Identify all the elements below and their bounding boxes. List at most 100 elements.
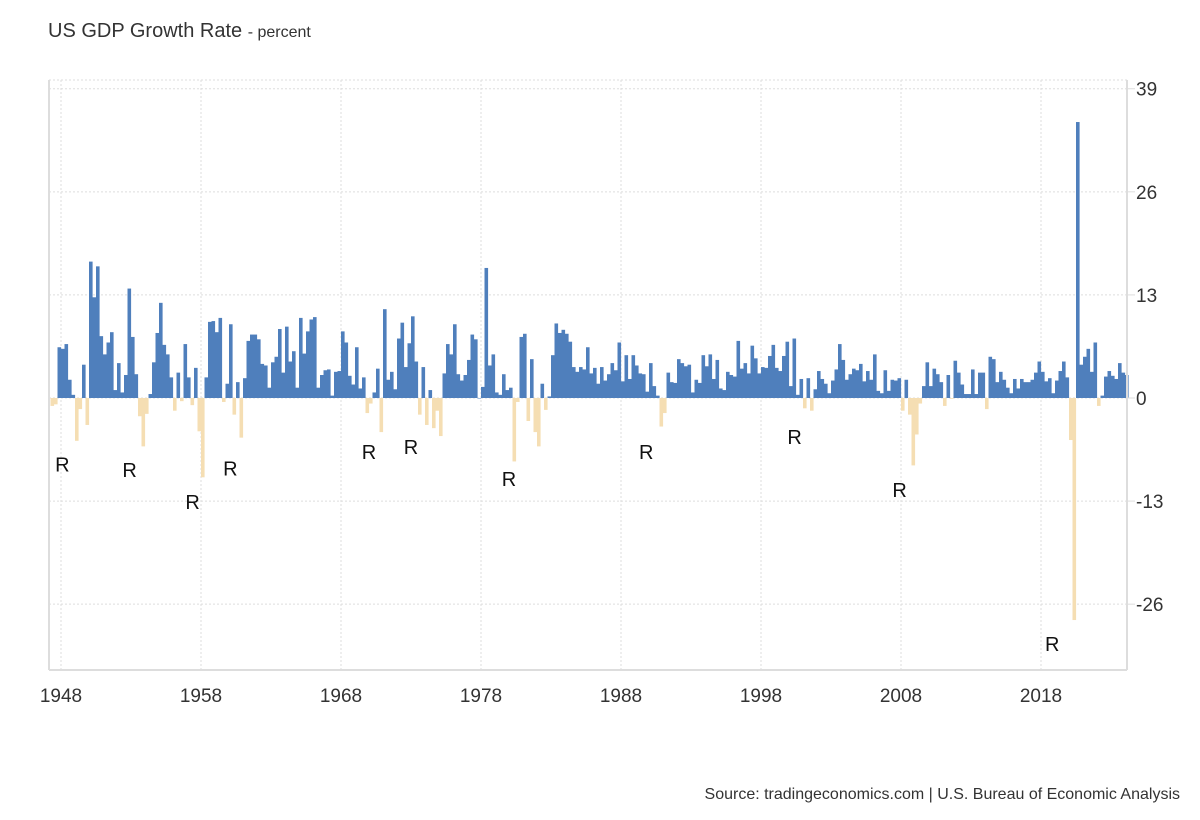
bar-negative — [918, 398, 923, 404]
bar-positive — [715, 359, 720, 398]
bar-positive — [789, 386, 793, 398]
bar-positive — [974, 394, 979, 398]
bar-positive — [589, 373, 594, 398]
bar-positive — [670, 382, 674, 398]
bar-positive — [929, 386, 933, 398]
bar-positive — [313, 317, 317, 398]
bar-negative — [425, 398, 429, 425]
bar-positive — [806, 378, 811, 398]
bar-positive — [897, 378, 902, 398]
bar-negative — [950, 398, 954, 399]
bar-positive — [981, 372, 986, 398]
recession-label: R — [787, 427, 801, 449]
bar-positive — [169, 377, 174, 398]
bar-positive — [768, 355, 772, 398]
bar-positive — [1034, 372, 1038, 398]
bar-positive — [827, 393, 832, 398]
bar-positive — [880, 393, 884, 398]
bar-positive — [400, 322, 405, 398]
bar-negative — [201, 398, 205, 478]
bar-positive — [446, 344, 450, 398]
recession-label: R — [55, 455, 69, 477]
bar-positive — [428, 390, 433, 398]
bar-positive — [1118, 363, 1122, 398]
bar-positive — [204, 377, 209, 398]
bar-negative — [197, 398, 202, 432]
bar-positive — [740, 368, 744, 398]
bar-positive — [656, 395, 660, 398]
bar-positive — [834, 369, 839, 398]
bar-positive — [568, 341, 573, 398]
bar-negative — [379, 398, 384, 433]
bar-positive — [722, 390, 727, 398]
bar-positive — [530, 359, 534, 398]
bar-positive — [106, 342, 111, 398]
bar-positive — [862, 381, 867, 398]
bar-positive — [1037, 361, 1042, 398]
bar-negative — [810, 398, 814, 411]
bar-positive — [607, 374, 611, 398]
recession-label: R — [185, 492, 199, 514]
bar-positive — [747, 373, 751, 398]
bar-negative — [901, 398, 905, 411]
bar-positive — [194, 367, 198, 398]
x-tick-label: 1968 — [320, 686, 362, 707]
bar-positive — [505, 390, 510, 398]
bar-positive — [215, 332, 219, 398]
bar-positive — [701, 355, 706, 398]
bar-positive — [925, 362, 930, 398]
bar-positive — [572, 367, 576, 398]
bar-positive — [124, 375, 128, 398]
bar-positive — [1055, 380, 1059, 398]
bar-negative — [75, 398, 79, 441]
bar-positive — [621, 381, 625, 398]
bar-positive — [362, 377, 366, 398]
bar-positive — [946, 375, 951, 398]
bar-negative — [145, 398, 149, 414]
bar-positive — [453, 324, 457, 398]
bar-positive — [645, 391, 650, 398]
bar-positive — [1065, 377, 1070, 398]
bar-positive — [848, 374, 853, 398]
bar-positive — [761, 367, 765, 398]
bar-positive — [894, 380, 898, 398]
bar-positive — [1051, 393, 1056, 398]
bar-positive — [995, 382, 1000, 398]
x-tick-label: 1988 — [600, 686, 642, 707]
bars — [50, 122, 1129, 621]
bar-positive — [565, 333, 569, 398]
bar-positive — [484, 267, 489, 398]
bar-positive — [1114, 378, 1119, 398]
bar-positive — [421, 367, 426, 398]
bar-positive — [1104, 376, 1108, 398]
bar-positive — [309, 319, 314, 398]
bar-positive — [281, 372, 286, 398]
bar-positive — [820, 378, 825, 398]
bar-positive — [386, 379, 391, 398]
bar-positive — [285, 326, 289, 398]
bar-positive — [603, 380, 608, 398]
bar-positive — [260, 363, 265, 398]
bar-positive — [211, 321, 216, 398]
bar-positive — [390, 371, 394, 398]
bar-positive — [642, 374, 646, 398]
bar-positive — [460, 380, 464, 398]
bar-positive — [113, 390, 118, 398]
bar-negative — [78, 398, 83, 410]
bar-positive — [960, 384, 965, 398]
bar-positive — [327, 369, 331, 398]
bar-negative — [180, 398, 184, 402]
bar-positive — [474, 339, 478, 398]
y-tick-label: -13 — [1136, 492, 1163, 513]
bar-positive — [1086, 348, 1091, 398]
bar-positive — [467, 359, 471, 398]
bar-positive — [1121, 372, 1126, 398]
bar-positive — [705, 366, 709, 398]
bar-positive — [596, 383, 601, 398]
bar-positive — [922, 386, 926, 398]
bar-positive — [593, 367, 597, 398]
bar-positive — [344, 342, 349, 398]
bar-positive — [355, 347, 359, 398]
bar-positive — [1090, 371, 1094, 398]
bar-positive — [733, 376, 737, 398]
